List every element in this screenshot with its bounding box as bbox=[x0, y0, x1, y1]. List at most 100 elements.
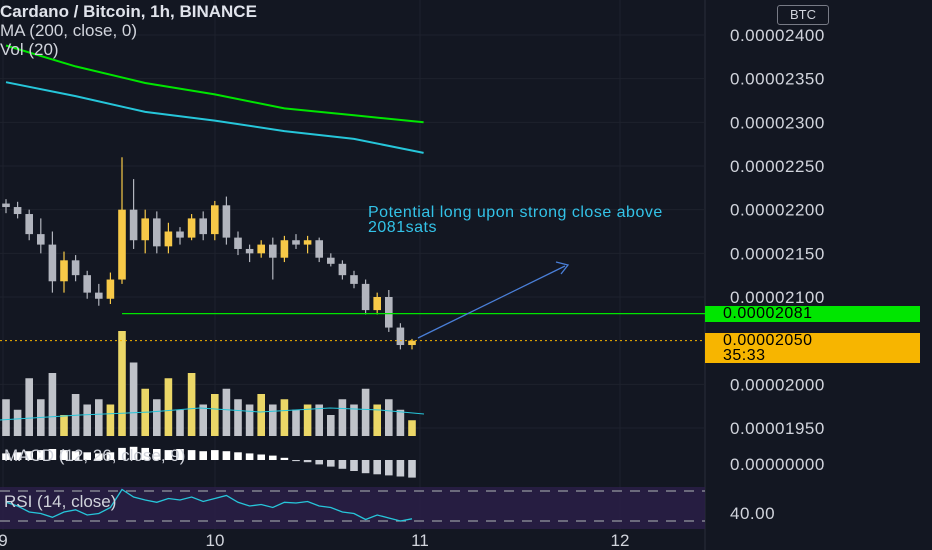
volume-bar bbox=[14, 410, 22, 436]
macd-bar bbox=[397, 460, 405, 477]
macd-label[interactable]: MACD (12, 26, close, 9) bbox=[4, 446, 185, 466]
price-tick-label: 0.00002350 bbox=[730, 70, 825, 89]
volume-bar bbox=[60, 415, 68, 436]
volume-bar bbox=[83, 405, 91, 437]
time-tick-label: 10 bbox=[206, 531, 225, 550]
rsi-label[interactable]: RSI (14, close) bbox=[4, 492, 116, 512]
candle-body bbox=[281, 240, 289, 257]
candle-body bbox=[339, 264, 347, 275]
candle-body bbox=[118, 210, 126, 280]
volume-bar bbox=[269, 405, 277, 437]
candle-body bbox=[176, 232, 184, 238]
candle-body bbox=[188, 218, 196, 237]
volume-bar bbox=[211, 394, 219, 436]
volume-bar bbox=[165, 378, 173, 436]
candle-body bbox=[60, 260, 68, 281]
volume-bar bbox=[118, 331, 126, 436]
price-tick-label: 0.00002200 bbox=[730, 201, 825, 220]
time-tick-label: 12 bbox=[611, 531, 630, 550]
time-tick-label: 9 bbox=[0, 531, 8, 550]
candle-body bbox=[165, 232, 173, 247]
candle-body bbox=[83, 275, 91, 292]
symbol-title[interactable]: Cardano / Bitcoin, 1h, BINANCE bbox=[0, 2, 257, 21]
price-tick-label: 0.00002000 bbox=[730, 375, 825, 394]
candle-body bbox=[14, 207, 22, 214]
candle-body bbox=[141, 218, 149, 240]
volume-bar bbox=[95, 399, 103, 436]
trade-annotation[interactable]: Potential long upon strong close above 2… bbox=[368, 205, 688, 235]
price-tick-label: 0.00002250 bbox=[730, 157, 825, 176]
candle-body bbox=[72, 260, 80, 275]
volume-bar bbox=[246, 405, 254, 437]
candle-body bbox=[153, 218, 161, 246]
level-price-tag: 0.00002081 bbox=[705, 306, 920, 322]
candle-body bbox=[304, 240, 312, 244]
volume-bar bbox=[107, 405, 115, 437]
candle-body bbox=[373, 297, 381, 310]
macd-bar bbox=[246, 453, 254, 460]
volume-bar bbox=[130, 363, 138, 437]
macd-bar bbox=[373, 460, 381, 474]
macd-bar bbox=[350, 460, 358, 471]
candle-body bbox=[269, 245, 277, 258]
volume-bar bbox=[362, 389, 370, 436]
candle-body bbox=[385, 297, 393, 328]
volume-bar bbox=[153, 399, 161, 436]
volume-bar bbox=[257, 394, 265, 436]
volume-bar bbox=[339, 399, 347, 436]
macd-bar bbox=[269, 456, 277, 460]
candle-body bbox=[2, 204, 10, 207]
candle-body bbox=[211, 205, 219, 234]
macd-bar bbox=[188, 450, 196, 460]
candle-body bbox=[362, 284, 370, 310]
macd-axis-value: 0.00000000 bbox=[730, 455, 825, 474]
candle-body bbox=[95, 293, 103, 299]
candle-body bbox=[327, 258, 335, 264]
price-tick-label: 0.00002300 bbox=[730, 113, 825, 132]
candle-body bbox=[49, 245, 57, 282]
macd-bar bbox=[223, 451, 231, 460]
candle-body bbox=[37, 234, 45, 244]
candle-body bbox=[107, 280, 115, 299]
chart-legend: Cardano / Bitcoin, 1h, BINANCE MA (200, … bbox=[0, 2, 257, 59]
last-price-value: 0.00002050 bbox=[723, 333, 920, 348]
candle-body bbox=[257, 245, 265, 254]
volume-bar bbox=[397, 410, 405, 436]
candle-body bbox=[25, 214, 33, 234]
price-tick-label: 0.00001950 bbox=[730, 419, 825, 438]
volume-bar bbox=[2, 399, 10, 436]
volume-bar bbox=[408, 420, 416, 436]
volume-bar bbox=[234, 399, 242, 436]
macd-bar bbox=[385, 460, 393, 475]
volume-bar bbox=[385, 399, 393, 436]
volume-indicator-label[interactable]: Vol (20) bbox=[0, 40, 257, 59]
candle-body bbox=[246, 249, 254, 253]
macd-bar bbox=[304, 460, 312, 462]
candle-body bbox=[350, 275, 358, 284]
macd-bar bbox=[199, 451, 207, 460]
candle-body bbox=[130, 210, 138, 241]
volume-bar bbox=[188, 373, 196, 436]
volume-bar bbox=[373, 405, 381, 437]
candle-body bbox=[397, 328, 405, 345]
macd-bar bbox=[339, 460, 347, 469]
macd-bar bbox=[211, 450, 219, 460]
candle-body bbox=[223, 205, 231, 237]
macd-bar bbox=[315, 460, 323, 464]
macd-bar bbox=[281, 458, 289, 460]
volume-bar bbox=[292, 410, 300, 436]
currency-button[interactable]: BTC bbox=[777, 5, 829, 25]
volume-bar bbox=[49, 373, 57, 436]
price-tick-label: 0.00002400 bbox=[730, 26, 825, 45]
volume-bar bbox=[176, 410, 184, 436]
macd-bar bbox=[257, 455, 265, 461]
candle-body bbox=[315, 240, 323, 257]
macd-bar bbox=[408, 460, 416, 478]
macd-bar bbox=[292, 460, 300, 461]
volume-bar bbox=[199, 405, 207, 437]
last-price-tag: 0.00002050 35:33 bbox=[705, 333, 920, 363]
volume-bar bbox=[25, 378, 33, 436]
ma-indicator-label[interactable]: MA (200, close, 0) bbox=[0, 21, 257, 40]
macd-bar bbox=[234, 452, 242, 460]
